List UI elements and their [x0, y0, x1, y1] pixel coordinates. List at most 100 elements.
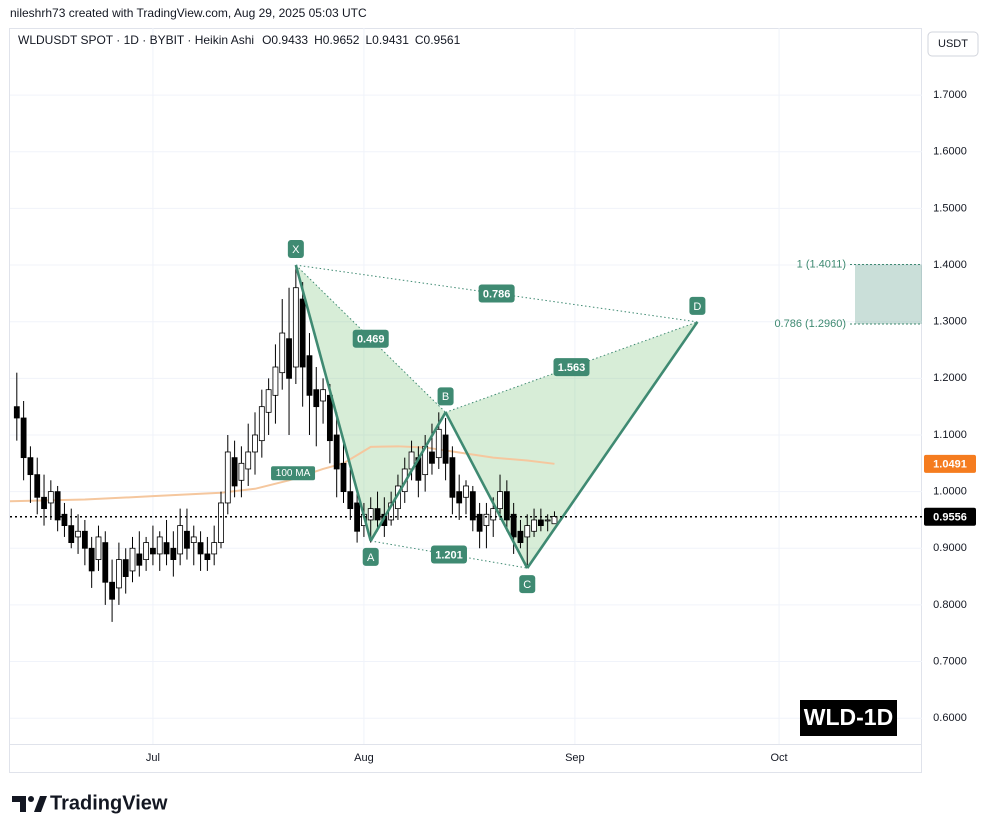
y-tick-label: 1.5000: [933, 202, 967, 214]
candle-body: [163, 542, 170, 555]
candle-body: [449, 457, 456, 498]
candle-body: [354, 502, 361, 532]
candle-body: [367, 508, 374, 521]
ratio-box: [553, 358, 590, 377]
candle-body: [204, 553, 211, 560]
candle-body: [463, 485, 469, 498]
pattern-leg: [526, 321, 699, 569]
candle-body: [517, 530, 524, 544]
candle-body: [524, 525, 531, 538]
logo-dot: [28, 796, 34, 802]
candle-body: [292, 287, 299, 368]
point-label: X: [292, 244, 300, 256]
candle-body: [531, 519, 537, 532]
candle-body: [224, 451, 231, 504]
ratio-line: [370, 540, 528, 569]
currency: USDT: [938, 38, 968, 50]
ratio-line: [445, 321, 698, 413]
watermark-box: [800, 700, 897, 736]
candle-body: [245, 451, 252, 470]
candle-body: [503, 491, 510, 521]
candle-body: [95, 536, 102, 560]
candle-body: [122, 559, 129, 577]
candle-body: [129, 547, 136, 572]
candle-body: [306, 355, 313, 396]
ma-price-label: 1.0491: [933, 459, 967, 471]
candle-body: [299, 298, 306, 368]
candle-body: [456, 491, 463, 504]
candle-body: [231, 457, 238, 487]
logo-shape: [34, 796, 47, 812]
plot: 100 MA 0.469 1.201 1.563 0.786 X A B C D 1 (1.4011…: [9, 240, 922, 622]
ohlc-label: O0.9433: [262, 33, 308, 47]
candle-body: [326, 394, 333, 442]
y-tick-label: 1.0000: [933, 486, 967, 498]
point-label: A: [367, 552, 375, 564]
candle-body: [313, 389, 320, 408]
last-price-box: [924, 507, 976, 526]
candle-body: [537, 519, 544, 527]
grid: [10, 28, 922, 744]
fib-label: 0.786 (1.2960): [774, 318, 846, 330]
candle-body: [551, 516, 558, 525]
candle-body: [333, 434, 340, 470]
candle-body: [320, 389, 326, 402]
candle-body: [469, 491, 476, 521]
ratio-label: 0.786: [483, 288, 511, 300]
y-tick-label: 0.6000: [933, 712, 967, 724]
ohlc-label: H0.9652: [314, 33, 360, 47]
candle-body: [75, 530, 81, 538]
point-label: C: [523, 579, 531, 591]
last-price-label: 0.9556: [933, 512, 967, 524]
candle-body: [211, 542, 218, 555]
y-tick-label: 1.4000: [933, 259, 967, 271]
y-tick-label: 1.7000: [933, 89, 967, 101]
candle-body: [88, 547, 95, 572]
ratio-box: [352, 329, 389, 348]
pattern-leg: [444, 411, 529, 569]
candle-body: [340, 462, 347, 493]
candle-body: [435, 428, 442, 459]
x-tick-label: Jul: [146, 752, 160, 764]
candle-body: [197, 542, 204, 555]
candle-body: [347, 491, 354, 510]
ohlc-label: C0.9561: [415, 33, 461, 47]
y-tick-label: 1.3000: [933, 316, 967, 328]
candle-body: [47, 491, 54, 504]
candle-body: [272, 366, 279, 396]
candle-body: [177, 525, 184, 555]
point-box: [689, 296, 706, 315]
ratio-label: 0.469: [357, 334, 385, 346]
candle-body: [238, 462, 245, 481]
y-tick-label: 1.1000: [933, 429, 967, 441]
candle-body: [68, 525, 75, 544]
point-box: [437, 387, 454, 406]
candle-body: [265, 389, 272, 413]
x-tick-label: Oct: [771, 752, 788, 764]
pattern-leg: [294, 264, 372, 542]
candle-body: [54, 491, 61, 521]
candle-body: [258, 406, 265, 442]
candle-body: [442, 434, 449, 464]
point-label: D: [693, 301, 701, 313]
candle-body: [81, 530, 88, 549]
candle-body: [27, 457, 34, 476]
ma-price-box: [924, 454, 976, 473]
candle-body: [374, 508, 381, 521]
logo-icon: [12, 796, 47, 812]
ma-legend-box: [271, 466, 316, 481]
candle-body: [150, 547, 156, 555]
y-tick-label: 0.9000: [933, 542, 967, 554]
candle-body: [286, 338, 292, 379]
y-tick-label: 0.7000: [933, 655, 967, 667]
candle-body: [510, 513, 517, 538]
candle-body: [252, 434, 258, 453]
ratio-label: 1.201: [435, 549, 463, 561]
y-tick-label: 1.6000: [933, 146, 967, 158]
y-tick-label: 1.2000: [933, 372, 967, 384]
currency-box[interactable]: [927, 31, 979, 57]
candle-body: [156, 536, 163, 555]
candle-body: [109, 581, 115, 600]
ratio-label: 1.563: [558, 362, 586, 374]
